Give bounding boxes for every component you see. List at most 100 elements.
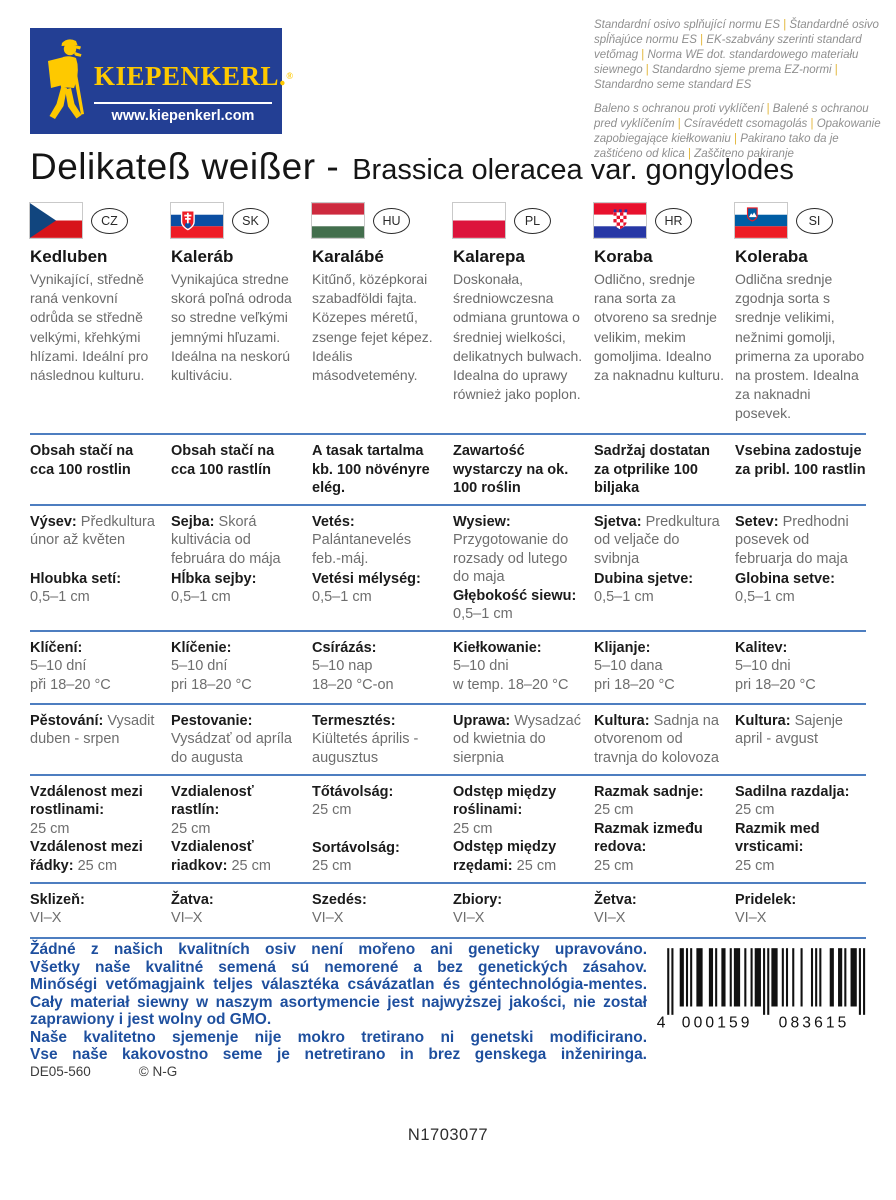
variety-description: Kitűnő, középkorai szabadföldi fajta. Kö… [312,271,433,383]
spacing-cell: Tőtávolság: 25 cm Sortávolság: 25 cm [312,783,400,875]
variety-name: Koleraba [735,247,808,266]
row-germination: Klíčení: 5–10 dní při 18–20 °C Klíčenie: 5… [30,629,866,703]
variety-name: Kedluben [30,247,108,266]
culture-cell: Pěstování: Vysadit duben - srpen [30,712,155,748]
kiepenkerl-logo: KIEPENKERL.® www.kiepenkerl.com [30,28,293,134]
germination-cell: Klíčenie: 5–10 dní pri 18–20 °C [171,639,252,694]
row-spacing: Vzdálenost mezi rostlinami: 25 cm Vzdále… [30,773,866,882]
row-content-amount: Obsah stačí na cca 100 rostlin Obsah sta… [30,433,866,504]
ean-barcode: 4 000159 083615 [646,944,878,1049]
harvest-cell: Zbiory: VI–X [453,891,503,927]
content-amount-cell: A tasak tartalma kb. 100 növényre elég. [312,443,430,497]
harvest-cell: Žatva: VI–X [171,891,214,927]
brand-name: KIEPENKERL.® [94,61,294,91]
row-harvest: Sklizeň: VI–X Žatva: VI–X Szedés: VI–X Zbio… [30,881,866,939]
column-header-pl: PL Kalarepa Doskonała, średniowczesna od… [452,202,584,433]
spacing-cell: Odstęp między roślinami: 25 cm Odstęp mi… [453,783,557,874]
barcode-bars: 4 000159 083615 [657,948,866,1031]
row-culture: Pěstování: Vysadit duben - srpen Pestova… [30,702,866,774]
country-code-badge: PL [514,207,551,234]
gmo-line-hr: Naše kvalitetno sjemenje nije mokro tret… [30,1028,647,1046]
variety-description: Vynikajúca stredne skorá poľná odroda so… [171,271,292,383]
barcode-right-digits: 083615 [779,1014,850,1031]
germination-cell: Kalitev: 5–10 dni pri 18–20 °C [735,639,816,694]
germination-cell: Klíčení: 5–10 dní při 18–20 °C [30,639,111,694]
sowing-depth-cell: Setev: Predhodni posevek od februarja do… [735,513,849,606]
variety-name: Koraba [594,247,653,266]
culture-cell: Pestovanie: Vysádzať od apríla do august… [171,712,292,767]
content-amount-cell: Vsebina zadostuje za pribl. 100 rastlin [735,443,866,478]
language-columns: CZ Kedluben Vynikající, středně raná ven… [29,202,866,939]
harvest-cell: Sklizeň: VI–X [30,891,85,927]
brand-website: www.kiepenkerl.com [111,108,255,124]
country-code-badge: HR [655,207,692,234]
standards-notice: Standardní osivo splňující normu ES | Št… [594,18,890,161]
botanical-name: Brassica oleracea var. gongylodes [352,154,794,186]
print-code: DE05-560 [30,1064,91,1079]
content-amount-cell: Sadržaj dostatan za otprilike 100 biljak… [594,443,711,497]
country-code-badge: HU [373,207,410,234]
spacing-cell: Vzdálenost mezi rostlinami: 25 cm Vzdále… [30,783,143,874]
country-code-badge: SI [796,207,833,234]
harvest-cell: Szedés: VI–X [312,891,367,927]
column-header-cz: CZ Kedluben Vynikající, středně raná ven… [29,202,161,433]
variety-description: Vynikající, středně raná venkovní odrůda… [30,271,149,383]
logo-divider [94,102,272,104]
sowing-depth-cell: Vetés: Palántanevelés feb.-máj. Vetési m… [312,513,421,606]
culture-cell: Termesztés: Kiültetés április - augusztu… [312,712,419,767]
page-title: Delikateß weißer - Brassica oleracea var… [30,146,794,188]
spacing-cell: Sadilna razdalja: 25 cm Razmik med vrsti… [735,783,850,874]
germination-cell: Csírázás: 5–10 nap 18–20 °C-on [312,639,394,694]
barcode-left-digits: 000159 [682,1014,753,1031]
column-header-hu: HU Karalábé Kitűnő, középkorai szabadföl… [311,202,443,433]
variety-title: Delikateß weißer - [30,146,340,187]
flag-croatia-icon [593,202,647,239]
sowing-depth-cell: Výsev: Předkultura únor až květen Hloubk… [30,513,155,606]
registered-mark: ® [286,71,294,81]
flag-czech-republic-icon [29,202,83,239]
gmo-line-cz: Žádné z našich kvalitních osiv není moře… [30,941,647,958]
print-codes: DE05-560 © N-G [30,1064,177,1079]
column-header-hr: HR Koraba Odlično, srednje rana sorta za… [593,202,725,433]
gmo-line-si: Vse naše kakovostno seme je netretirano … [30,1046,647,1063]
column-header-sk: SK Kaleráb Vynikajúca stredne skorá poľn… [170,202,302,433]
barcode-prefix-digit: 4 [657,1014,666,1031]
variety-description: Doskonała, średniowczesna odmiana grunto… [453,271,583,403]
row-sowing-depth: Výsev: Předkultura únor až květen Hloubk… [30,503,866,630]
packaging-statement: Baleno s ochranou proti vyklíčení | Bale… [594,102,881,160]
variety-name: Kaleráb [171,247,234,266]
kiepenkerl-man-icon [48,39,84,119]
germination-cell: Klijanje: 5–10 dana pri 18–20 °C [594,639,675,694]
variety-description: Odlična srednje zgodnja sorta s srednje … [735,271,865,422]
variety-name: Kalarepa [453,247,525,266]
copyright: © N-G [138,1064,178,1079]
column-headers: CZ Kedluben Vynikající, středně raná ven… [29,202,866,433]
culture-cell: Uprawa: Wysadzać od kwietnia do sierpnia [453,712,582,767]
spacing-cell: Razmak sadnje: 25 cm Razmak između redov… [594,783,704,874]
culture-cell: Kultura: Sajenje april - avgust [735,712,843,748]
sowing-depth-cell: Wysiew: Przygotowanie do rozsady od lute… [453,513,577,623]
flag-poland-icon [452,202,506,239]
flag-slovakia-icon [170,202,224,239]
country-code-badge: SK [232,207,269,234]
variety-description: Odlično, srednje rana sorta za otvoreno … [594,271,724,383]
spacing-cell: Vzdialenosť rastlín: 25 cm Vzdialenosť r… [171,783,271,874]
variety-name: Karalábé [312,247,384,266]
content-amount-cell: Obsah stačí na cca 100 rastlín [171,443,275,478]
flag-slovenia-icon [734,202,788,239]
gmo-line-sk: Všetky naše kvalitné semená sú nemorené … [30,958,647,976]
culture-cell: Kultura: Sadnja na otvorenom od travnja … [594,712,719,767]
batch-code: N1703077 [407,1126,489,1144]
harvest-cell: Žetva: VI–X [594,891,637,927]
harvest-cell: Pridelek: VI–X [735,891,797,927]
gmo-line-pl: Cały materiał siewny w naszym asortymenc… [30,993,647,1029]
sowing-depth-cell: Sjetva: Predkultura od veljače do svibnj… [594,513,720,606]
gmo-statement: Žádné z našich kvalitních osiv není moře… [30,941,647,1064]
germination-cell: Kiełkowanie: 5–10 dni w temp. 18–20 °C [453,639,569,694]
column-header-si: SI Koleraba Odlična srednje zgodnja sort… [734,202,866,433]
content-amount-cell: Obsah stačí na cca 100 rostlin [30,443,134,478]
flag-hungary-icon [311,202,365,239]
gmo-line-hu: Minőségi vetőmagjaink teljes választéka … [30,976,647,993]
norm-statement: Standardní osivo splňující normu ES | Št… [594,19,879,91]
